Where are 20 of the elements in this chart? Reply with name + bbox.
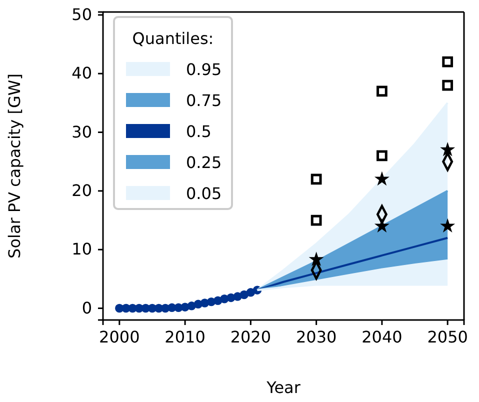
y-tick-label: 10 bbox=[72, 240, 92, 259]
y-tick-label: 30 bbox=[72, 122, 92, 142]
y-tick-label: 40 bbox=[72, 64, 92, 83]
x-tick-label: 2030 bbox=[296, 327, 337, 346]
x-tick-label: 2010 bbox=[164, 327, 206, 346]
y-axis-title: Solar PV capacity [GW] bbox=[5, 74, 24, 258]
legend-label: 0.75 bbox=[186, 91, 222, 110]
legend-title: Quantiles: bbox=[132, 29, 214, 48]
x-tick-label: 2000 bbox=[99, 327, 140, 346]
y-tick-label: 50 bbox=[72, 5, 92, 24]
x-axis-title: Year bbox=[266, 378, 301, 397]
y-tick-label: 0 bbox=[82, 298, 92, 318]
legend-label: 0.95 bbox=[186, 60, 222, 79]
x-tick-label: 2040 bbox=[362, 327, 402, 346]
legend-label: 0.25 bbox=[186, 153, 222, 172]
x-tick-label: 2020 bbox=[230, 327, 272, 346]
y-tick-label: 20 bbox=[72, 181, 92, 200]
legend-label: 0.5 bbox=[186, 122, 212, 141]
x-tick-label: 2050 bbox=[427, 327, 468, 346]
legend-label: 0.05 bbox=[186, 184, 222, 203]
